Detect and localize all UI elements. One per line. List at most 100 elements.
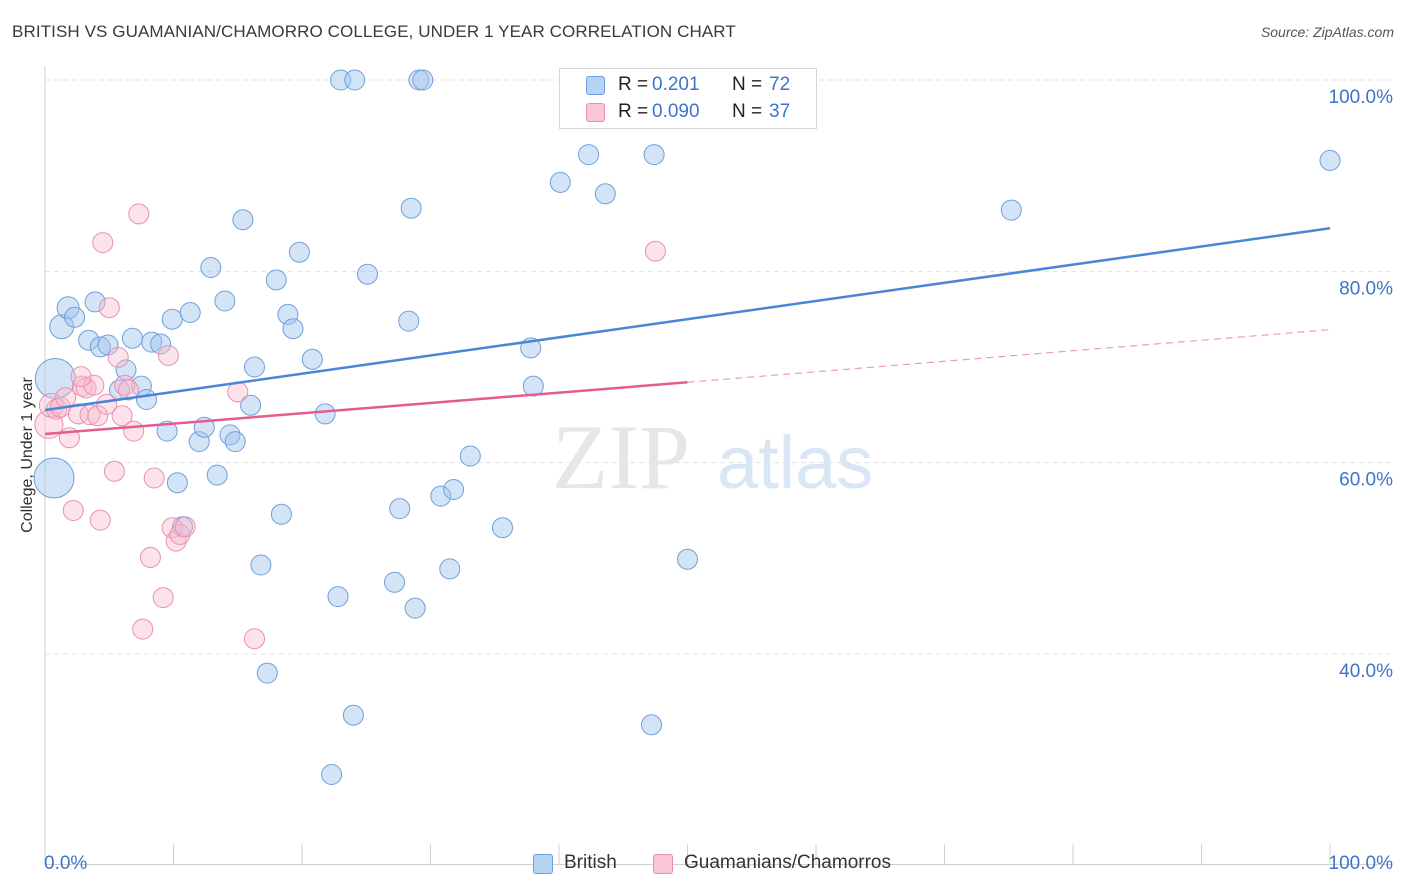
- british-point: [121, 327, 143, 349]
- british-point: [677, 548, 698, 570]
- guam-point: [83, 374, 105, 396]
- british-point: [84, 291, 106, 313]
- legend-r-label: R =: [618, 101, 649, 122]
- british-point: [156, 420, 178, 442]
- british-point: [265, 269, 287, 291]
- guam-point: [87, 405, 109, 427]
- guam-point: [89, 509, 111, 531]
- british-point: [256, 662, 278, 684]
- british-point: [277, 303, 299, 325]
- british-point: [492, 517, 513, 539]
- legend-n-value: 37: [769, 101, 791, 122]
- guam-point: [644, 240, 666, 262]
- watermark-zip: ZIP: [552, 406, 690, 508]
- british-point: [404, 597, 426, 619]
- guam-point: [123, 420, 145, 442]
- guam-point: [174, 516, 196, 538]
- guam-point: [96, 393, 118, 415]
- guam-trend-line: [44, 381, 688, 436]
- x-tick-label: 100.0%: [1329, 853, 1394, 874]
- guam-point: [67, 403, 89, 425]
- trend-lines: [44, 227, 1331, 436]
- british-point: [214, 290, 236, 312]
- british-point: [1319, 149, 1341, 171]
- british-point: [549, 171, 571, 193]
- guam-point: [111, 405, 133, 427]
- british-point: [384, 571, 405, 593]
- british-point: [443, 479, 465, 500]
- british-point: [594, 183, 616, 205]
- british-point: [244, 356, 265, 378]
- guam-point: [139, 546, 161, 568]
- british-point: [270, 503, 292, 525]
- british-point: [578, 144, 600, 166]
- british-point: [166, 472, 188, 494]
- guam-point: [98, 297, 120, 319]
- guam-point: [132, 618, 154, 640]
- british-point: [89, 336, 111, 358]
- guam-point: [103, 460, 125, 482]
- british-point: [288, 241, 310, 263]
- legend-swatch-british: [533, 854, 553, 874]
- guam-point: [92, 232, 114, 254]
- british-point: [357, 263, 378, 285]
- guam-point: [244, 628, 265, 650]
- british-point: [522, 375, 544, 397]
- legend-swatch-guam: [653, 854, 673, 874]
- british-point: [64, 306, 86, 328]
- british-point: [150, 333, 172, 355]
- british-point: [430, 485, 452, 507]
- legend-n-label: N =: [732, 101, 763, 122]
- british-point: [439, 558, 461, 580]
- british-point: [398, 310, 420, 332]
- british-point: [389, 498, 411, 520]
- british-point: [161, 308, 183, 330]
- british-point: [321, 764, 343, 785]
- y-tick-label: 100.0%: [1329, 87, 1394, 108]
- legend-n-value: 72: [769, 74, 791, 95]
- british-point: [232, 209, 254, 231]
- british-point: [459, 445, 481, 467]
- british-point: [56, 296, 80, 320]
- legend-r-label: R =: [618, 74, 649, 95]
- british-point: [342, 704, 364, 726]
- british-trend-line: [44, 227, 1331, 412]
- british-point: [188, 431, 210, 453]
- legend-swatch-guam: [586, 103, 605, 122]
- guam-point: [55, 387, 77, 409]
- y-tick-label: 80.0%: [1339, 278, 1393, 299]
- british-point: [224, 431, 246, 453]
- british-point: [344, 69, 366, 91]
- watermark-atlas: atlas: [717, 421, 873, 504]
- axes: [44, 66, 1392, 865]
- british-point: [250, 554, 272, 576]
- legend-swatch-british: [586, 76, 605, 95]
- guam-point: [62, 500, 84, 521]
- legend-label-guam: Guamanians/Chamorros: [684, 852, 891, 873]
- legend-r-value: 0.201: [652, 74, 700, 95]
- legend-label-british: British: [564, 852, 617, 873]
- tick-labels: 100.0% 80.0% 60.0% 40.0% 0.0% 100.0%: [44, 87, 1393, 874]
- watermark: ZIP atlas: [552, 406, 873, 508]
- british-point: [1000, 199, 1022, 221]
- correlation-legend: R = 0.201 N = 72 R = 0.090 N = 37: [559, 68, 817, 129]
- british-point: [240, 394, 262, 416]
- guam-point: [118, 379, 139, 401]
- guam-point: [152, 587, 174, 609]
- british-point: [179, 302, 201, 323]
- british-point: [206, 464, 228, 486]
- british-point: [643, 144, 665, 166]
- british-point: [641, 714, 662, 736]
- british-point: [412, 69, 434, 91]
- guam-point: [157, 345, 179, 366]
- british-point: [141, 331, 163, 353]
- british-point: [282, 318, 304, 340]
- chart-title: BRITISH VS GUAMANIAN/CHAMORRO COLLEGE, U…: [12, 22, 736, 41]
- british-point: [33, 457, 75, 499]
- x-tick-label: 0.0%: [44, 853, 87, 874]
- guam-point: [128, 203, 150, 225]
- guam-point: [70, 366, 92, 388]
- source-label: Source: ZipAtlas.com: [1260, 24, 1394, 40]
- british-point: [400, 197, 422, 219]
